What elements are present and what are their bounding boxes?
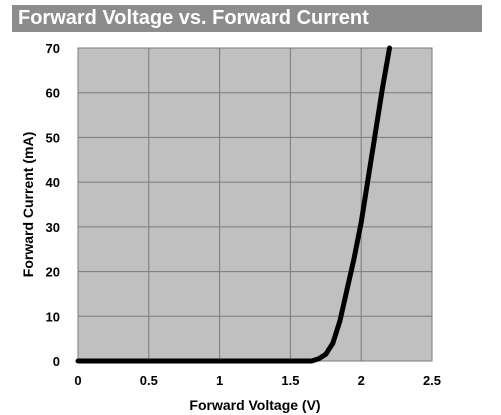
y-axis-title: Forward Current (mA) <box>20 132 36 277</box>
series-layer <box>75 45 393 364</box>
x-tick-label: 1 <box>216 373 223 388</box>
series-line <box>75 45 393 364</box>
y-tick-label: 30 <box>46 220 60 235</box>
x-tick-label: 0 <box>74 373 81 388</box>
plot-area <box>77 47 433 362</box>
tick-labels: 0 0.5 1 1.5 2 2.5 0 10 20 30 40 50 60 70 <box>46 41 442 388</box>
y-tick-label: 10 <box>46 309 60 324</box>
y-tick-label: 50 <box>46 130 60 145</box>
x-tick-label: 2.5 <box>423 373 441 388</box>
y-tick-label: 70 <box>46 41 60 56</box>
chart-title: Forward Voltage vs. Forward Current <box>12 5 482 32</box>
x-tick-label: 1.5 <box>281 373 299 388</box>
y-tick-label: 0 <box>53 354 60 369</box>
x-tick-label: 2 <box>358 373 365 388</box>
x-tick-label: 0.5 <box>140 373 158 388</box>
y-tick-label: 40 <box>46 175 60 190</box>
y-tick-label: 20 <box>46 265 60 280</box>
y-tick-label: 60 <box>46 86 60 101</box>
x-axis-title: Forward Voltage (V) <box>189 397 320 413</box>
grid <box>77 47 433 362</box>
